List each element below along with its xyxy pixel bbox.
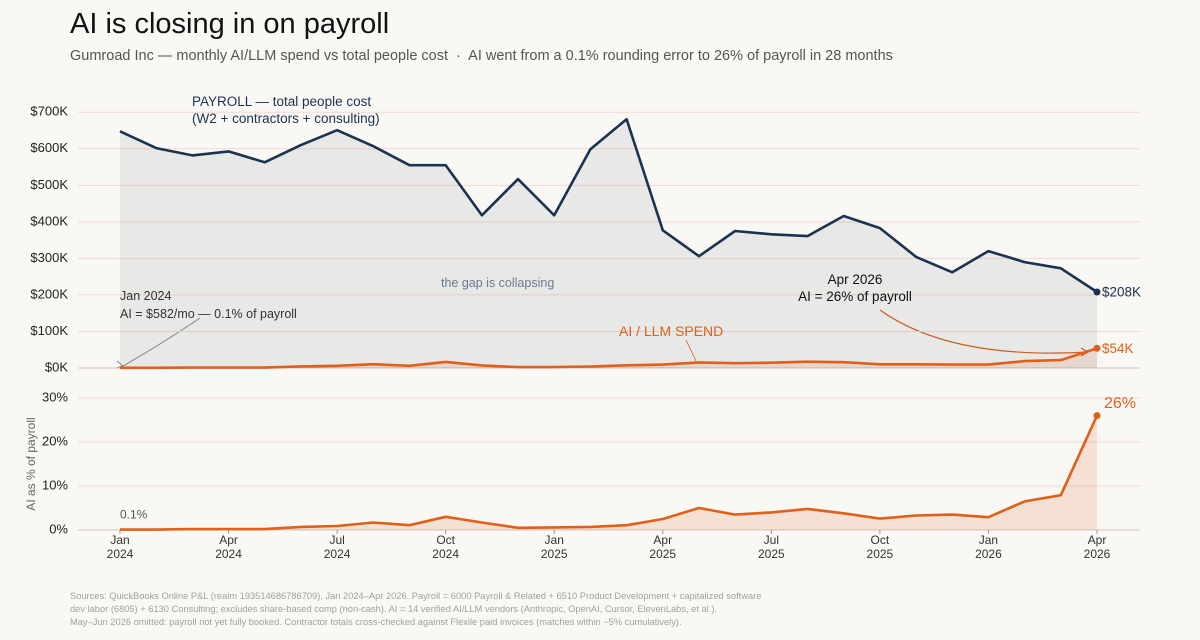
y-tick-label: $300K [30,250,68,265]
footnote: May–Jun 2026 omitted: payroll not yet fu… [70,617,682,627]
area [120,119,1097,368]
y-tick-label: 30% [42,389,68,404]
x-tick-label: Oct 2025 [866,533,894,562]
chart-subtitle: Gumroad Inc — monthly AI/LLM spend vs to… [70,48,893,64]
series-label: PAYROLL — total people cost [192,94,372,109]
x-tick-label: Apr 2026 [1083,533,1111,562]
arrow-head [115,360,125,369]
leader-line [685,339,697,362]
x-tick-label: Jul 2024 [323,533,351,562]
y-tick-label: 0% [49,521,68,536]
annotation-arrow [879,309,1089,354]
annotation: Jan 2024 AI = $582/mo — 0.1% of payroll [120,289,297,322]
y-tick-label: 20% [42,433,68,448]
y-tick-label: $500K [30,177,68,192]
x-tick-label: Apr 2024 [215,533,242,562]
x-tick-label: Jul 2025 [757,533,785,562]
line [120,347,1098,370]
footnote: dev labor (6805) + 6130 Consulting; excl… [70,604,718,614]
end-point [1093,412,1101,420]
series-label: AI / LLM SPEND [619,323,724,339]
value-label: $208K [1102,285,1141,300]
x-tick-label: Oct 2024 [432,533,459,562]
y-tick-label: 10% [42,477,68,492]
value-label: 26% [1104,395,1136,412]
value-label: $54K [1102,341,1134,356]
y-tick-label: $700K [30,104,68,119]
annotation-arrow [122,317,201,367]
end-point [1093,288,1101,296]
annotation: (W2 + contractors + consulting) [192,111,380,126]
y-tick-label: $200K [30,286,68,301]
annotation: the gap is collapsing [441,276,555,290]
area [120,415,1097,530]
y-tick-label: $0K [45,359,68,374]
x-tick-label: Jan 2024 [106,533,134,562]
value-label: 0.1% [120,508,148,522]
y-tick-label: $600K [30,140,68,155]
line [119,117,1098,294]
y-tick-label: $100K [30,323,68,338]
x-tick-label: Jan 2026 [975,533,1002,562]
y-axis-label: AI as % of payroll [24,417,38,510]
x-tick-label: Jan 2025 [540,533,568,562]
chart-title: AI is closing in on payroll [70,8,390,40]
y-tick-label: $400K [30,213,68,228]
x-tick-label: Apr 2025 [649,533,677,562]
annotation: Apr 2026 AI = 26% of payroll [798,272,912,304]
end-point [1093,344,1101,352]
line [120,415,1099,531]
footnote: Sources: QuickBooks Online P&L (realm 19… [70,591,762,601]
